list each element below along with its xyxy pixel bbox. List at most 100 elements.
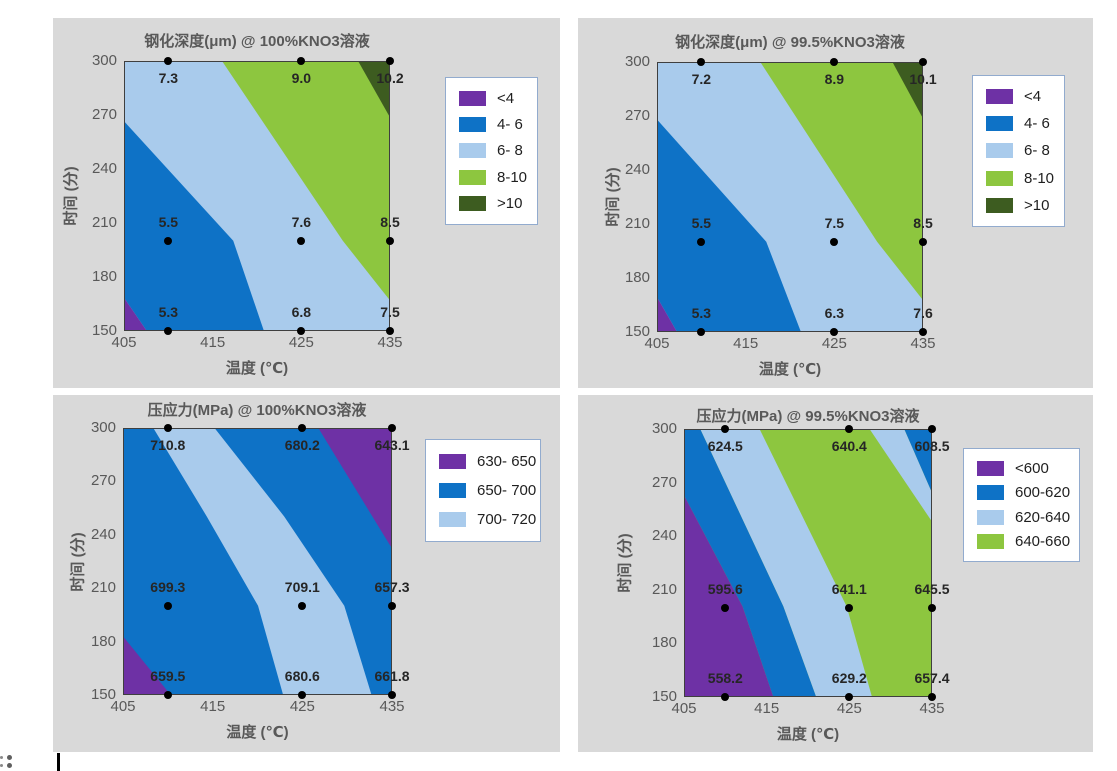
- data-point-label: 643.1: [374, 437, 410, 453]
- plot-area: [684, 429, 932, 697]
- legend-swatch-light_blue: [986, 143, 1013, 159]
- legend-item: 8-10: [973, 170, 1064, 187]
- legend-item: <600: [964, 460, 1079, 477]
- x-axis-title: 温度 (℃): [226, 724, 289, 741]
- legend-item: 6- 8: [446, 142, 537, 159]
- plot-area: [657, 62, 923, 332]
- contour-band-purple: [124, 637, 170, 694]
- data-point-dot: [386, 237, 394, 245]
- x-tick-label: 405: [644, 335, 670, 352]
- data-point-label: 629.2: [831, 670, 867, 686]
- x-tick-label: 425: [288, 334, 314, 351]
- x-tick-label: 415: [200, 698, 226, 715]
- data-point-dot: [845, 603, 854, 612]
- data-point-label: 645.5: [914, 580, 950, 597]
- legend-label: 4- 6: [1024, 115, 1050, 133]
- legend-item: >10: [446, 195, 537, 212]
- data-point-dot: [830, 328, 839, 336]
- legend-label: 8-10: [1024, 169, 1055, 187]
- y-tick-label: 270: [624, 107, 650, 124]
- legend-swatch-blue: [977, 485, 1004, 501]
- y-tick-label: 270: [651, 473, 677, 491]
- data-point-label: 640.4: [831, 438, 867, 454]
- y-tick-label: 210: [651, 580, 677, 598]
- chart-title: 钢化深度(μm) @ 99.5%KNO3溶液: [675, 34, 905, 51]
- y-tick-label: 150: [624, 323, 650, 340]
- y-tick-label: 240: [651, 527, 677, 545]
- x-tick-label: 415: [733, 335, 759, 352]
- data-point-label: 5.3: [158, 304, 179, 320]
- legend-swatch-blue: [439, 483, 466, 498]
- y-axis-title: 时间 (分): [604, 167, 622, 227]
- plot-area: [124, 61, 390, 331]
- data-point-dot: [164, 57, 173, 65]
- legend-item: 700- 720: [426, 511, 540, 528]
- data-point-dot: [164, 327, 173, 335]
- data-point-dot: [388, 602, 396, 610]
- legend-label: >10: [497, 195, 523, 213]
- data-point-label: 709.1: [284, 579, 320, 595]
- y-tick-label: 210: [624, 215, 650, 232]
- y-axis-title: 时间 (分): [616, 533, 634, 593]
- contour-band-blue: [904, 430, 931, 491]
- contour-band-dark_green: [358, 62, 389, 116]
- data-point-dot: [163, 602, 172, 610]
- data-point-dot: [919, 328, 927, 336]
- x-axis-title: 温度 (℃): [225, 360, 289, 377]
- contour-band-light_blue: [870, 430, 931, 521]
- y-tick-label: 240: [90, 525, 116, 543]
- data-point-label: 7.5: [380, 304, 400, 320]
- y-tick-label: 150: [90, 686, 116, 703]
- data-point-label: 6.8: [291, 304, 312, 320]
- legend-label: 6- 8: [497, 142, 523, 160]
- x-tick-label: 405: [671, 700, 697, 717]
- legend-swatch-purple: [977, 460, 1004, 476]
- data-point-label: 710.8: [150, 437, 186, 453]
- legend-swatch-light_blue: [439, 512, 466, 527]
- contour-band-light_blue: [700, 430, 872, 696]
- data-point-label: 9.0: [291, 70, 312, 86]
- legend: <4 4- 6 6- 8 8-10 >10: [445, 77, 538, 225]
- data-point-dot: [928, 693, 936, 701]
- contour-bands: [125, 62, 389, 330]
- data-point-label: 5.5: [691, 215, 712, 231]
- data-point-label: 5.3: [691, 305, 712, 321]
- legend-label: 6- 8: [1024, 142, 1050, 160]
- x-tick-label: 425: [289, 698, 315, 715]
- x-tick-label: 415: [200, 334, 226, 351]
- legend-swatch-light_blue: [459, 143, 486, 159]
- legend: <4 4- 6 6- 8 8-10 >10: [972, 75, 1065, 227]
- legend-label: 630- 650: [477, 453, 537, 470]
- x-tick-label: 405: [110, 698, 136, 715]
- data-point-dot: [721, 693, 730, 701]
- data-point-label: 680.6: [284, 668, 320, 684]
- contour-band-blue: [658, 120, 801, 331]
- data-point-label: 641.1: [831, 580, 867, 597]
- legend-swatch-green: [977, 534, 1004, 550]
- legend-item: 650- 700: [426, 482, 540, 499]
- chart-title: 压应力(MPa) @ 99.5%KNO3溶液: [696, 408, 920, 425]
- chart-title: 钢化深度(μm) @ 100%KNO3溶液: [144, 33, 370, 50]
- y-tick-label: 300: [91, 52, 117, 69]
- data-point-label: 8.5: [913, 215, 933, 231]
- legend-swatch-dark_green: [986, 197, 1013, 213]
- y-tick-label: 240: [624, 161, 650, 178]
- x-tick-label: 425: [836, 700, 862, 717]
- data-point-dot: [386, 57, 394, 65]
- y-tick-label: 240: [91, 160, 117, 177]
- data-point-label: 7.3: [158, 70, 179, 86]
- x-tick-label: 425: [821, 335, 847, 352]
- legend-item: 6- 8: [973, 142, 1064, 159]
- bullet-dots: [0, 753, 14, 771]
- data-point-dot: [164, 237, 173, 245]
- legend-item: 4- 6: [446, 116, 537, 133]
- data-point-dot: [298, 691, 307, 699]
- y-tick-label: 300: [624, 53, 650, 70]
- legend: 630- 650 650- 700 700- 720: [425, 439, 541, 542]
- data-point-label: 7.5: [824, 215, 845, 231]
- data-point-dot: [697, 238, 706, 246]
- contour-bands: [658, 63, 922, 331]
- data-point-dot: [388, 424, 396, 432]
- y-tick-label: 270: [90, 472, 116, 490]
- y-tick-label: 180: [624, 269, 650, 286]
